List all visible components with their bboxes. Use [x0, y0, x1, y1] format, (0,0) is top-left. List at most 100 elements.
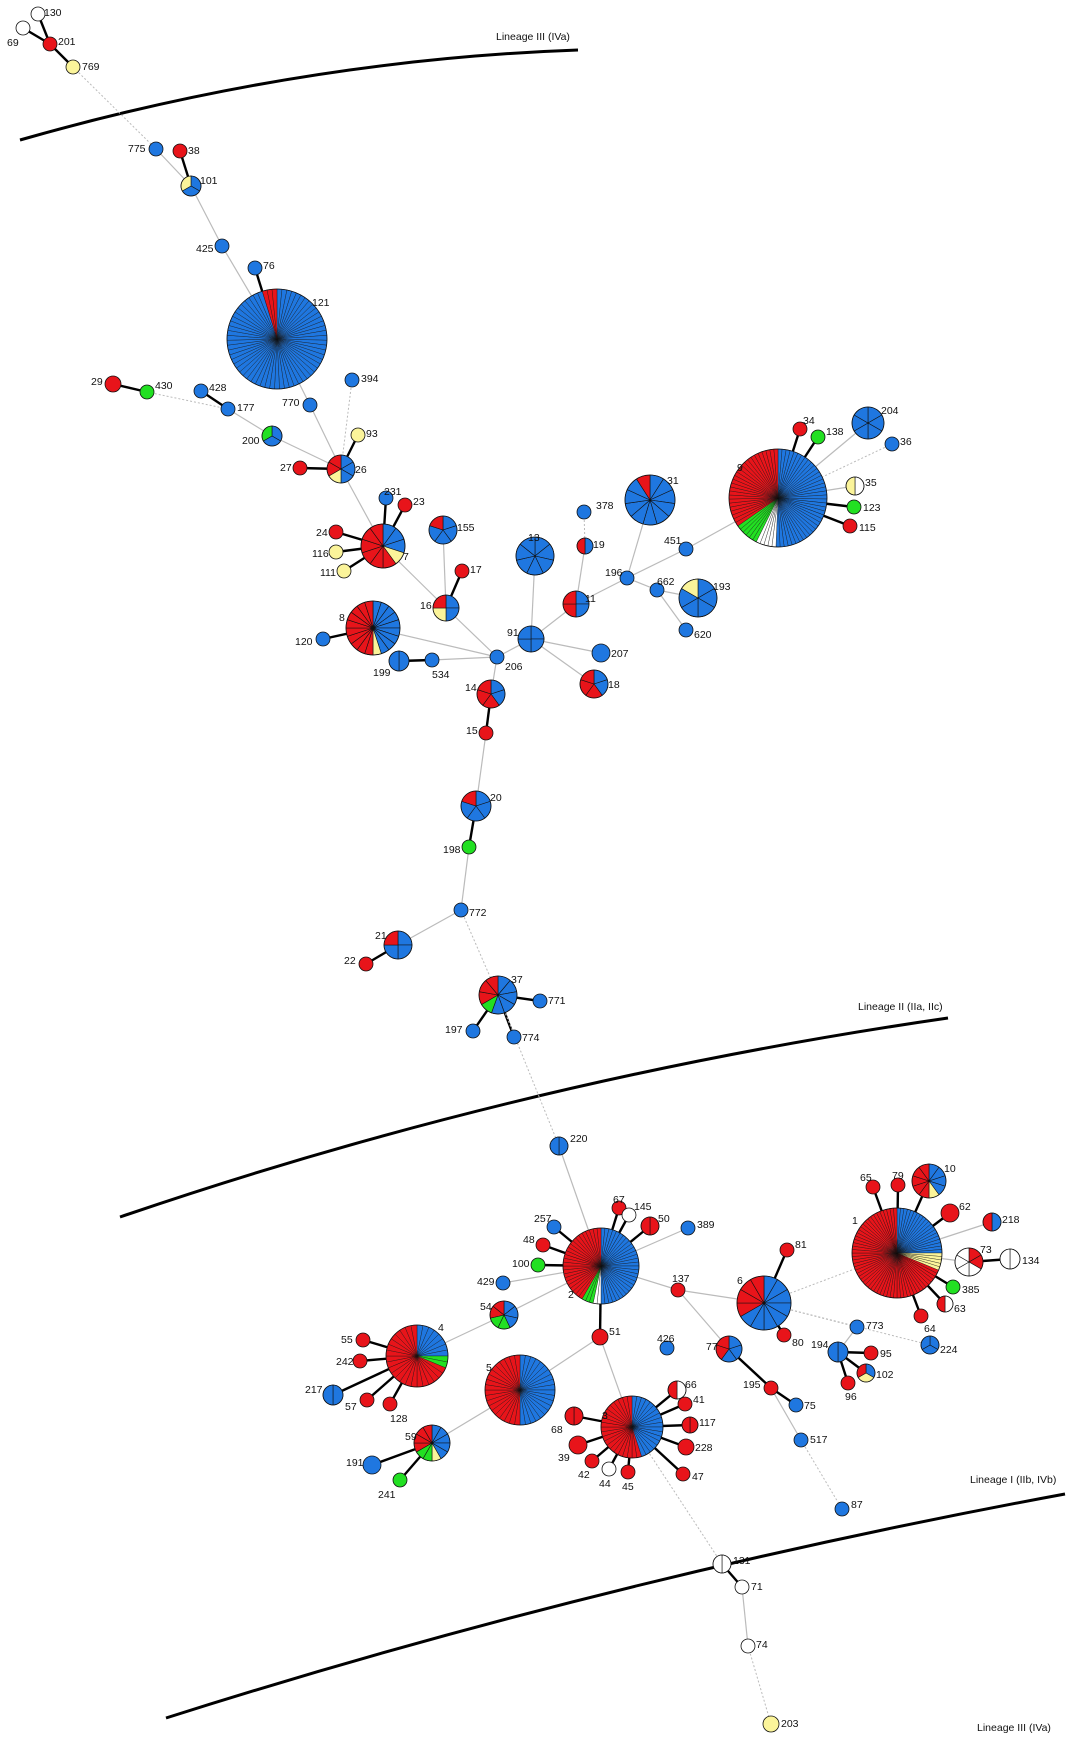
node-label-9: 9 [737, 462, 743, 474]
node-773: 773 [849, 1319, 884, 1335]
node-93: 93 [350, 427, 378, 443]
node-13: 13 [515, 532, 555, 576]
node-19: 19 [576, 537, 605, 555]
node-772-disc [453, 902, 469, 918]
node-74-disc [740, 1638, 756, 1654]
node-label-662: 662 [657, 576, 675, 588]
node-662-disc [649, 582, 665, 598]
node-label-191: 191 [346, 1457, 364, 1469]
node-39: 39 [558, 1435, 588, 1464]
node-394-disc [344, 372, 360, 388]
node-8-outline [345, 600, 401, 656]
node-620-disc [678, 622, 694, 638]
node-204: 204 [851, 405, 899, 440]
node-24: 24 [316, 524, 344, 540]
lineage-label-3-top: Lineage III (IVa) [496, 31, 570, 43]
node-47: 47 [675, 1466, 704, 1483]
node-137: 137 [670, 1273, 690, 1298]
node-394: 394 [344, 372, 379, 388]
node-label-120: 120 [295, 636, 313, 648]
link-394-26 [340, 379, 353, 470]
node-label-194: 194 [811, 1339, 829, 1351]
node-label-91: 91 [507, 627, 519, 639]
node-15: 15 [466, 725, 494, 741]
node-label-51: 51 [609, 1326, 621, 1338]
node-87-disc [834, 1501, 850, 1517]
node-194-slice-blue [827, 1341, 839, 1363]
node-label-64: 64 [924, 1323, 936, 1335]
node-label-36: 36 [900, 436, 912, 448]
node-label-27: 27 [280, 462, 292, 474]
node-label-385: 385 [962, 1284, 980, 1296]
node-label-196: 196 [605, 567, 623, 579]
lineage-labels: Lineage III (IVa) Lineage II (IIa, IIc) … [496, 31, 1056, 1734]
node-451-disc [678, 541, 694, 557]
node-66: 66 [667, 1379, 697, 1400]
node-241-disc [392, 1472, 408, 1488]
node-68-slice-red [573, 1406, 584, 1426]
lineage-label-3-bottom: Lineage III (IVa) [977, 1722, 1051, 1734]
node-48-disc [535, 1237, 551, 1253]
node-label-19: 19 [593, 539, 605, 551]
node-label-193: 193 [713, 581, 731, 593]
node-label-137: 137 [672, 1273, 690, 1285]
node-label-96: 96 [845, 1391, 857, 1403]
node-62-disc [940, 1203, 960, 1223]
node-13-outline [515, 536, 555, 576]
node-155-outline [428, 515, 458, 545]
node-231-disc [378, 490, 394, 506]
link-101-425 [190, 185, 223, 247]
node-label-224: 224 [940, 1344, 958, 1356]
node-102-outline [856, 1363, 876, 1383]
node-11-outline [562, 590, 590, 618]
node-451: 451 [664, 535, 694, 557]
node-66-outline [667, 1380, 687, 1400]
node-1: 1 [851, 1207, 943, 1299]
lineage-label-2: Lineage II (IIa, IIc) [858, 1001, 943, 1013]
node-64: 64 [913, 1308, 936, 1335]
node-label-42: 42 [578, 1469, 590, 1481]
node-534: 534 [424, 652, 450, 681]
node-63-slice-white [944, 1295, 954, 1313]
node-100: 100 [512, 1257, 546, 1273]
node-35-slice-white [854, 476, 865, 496]
node-54-outline [489, 1300, 519, 1330]
node-378: 378 [576, 500, 614, 520]
node-label-29: 29 [91, 376, 103, 388]
node-6: 6 [736, 1275, 792, 1331]
node-120: 120 [295, 631, 331, 648]
node-73-outline [954, 1247, 984, 1277]
node-label-198: 198 [443, 844, 461, 856]
node-81: 81 [779, 1239, 807, 1258]
node-134: 134 [999, 1248, 1040, 1270]
link-195-517 [770, 1387, 802, 1441]
node-115-disc [842, 518, 858, 534]
node-31-outline [624, 474, 676, 526]
node-191: 191 [346, 1455, 382, 1475]
node-label-774: 774 [522, 1032, 540, 1044]
node-label-131: 131 [733, 1555, 751, 1567]
node-96: 96 [840, 1375, 857, 1403]
node-15-disc [478, 725, 494, 741]
node-76: 76 [247, 260, 275, 276]
node-63: 63 [936, 1295, 966, 1315]
node-label-69: 69 [7, 37, 19, 49]
node-47-disc [675, 1466, 691, 1482]
node-label-37: 37 [511, 974, 523, 986]
lineage-boundary-1 [165, 1492, 1066, 1720]
node-93-disc [350, 427, 366, 443]
node-80-disc [776, 1327, 792, 1343]
node-207-disc [591, 643, 611, 663]
node-203: 203 [762, 1715, 799, 1733]
node-2-outline [562, 1227, 640, 1305]
node-220-outline [549, 1136, 569, 1156]
node-775: 775 [128, 141, 164, 157]
node-217-slice-blue [322, 1384, 334, 1406]
node-137-disc [670, 1282, 686, 1298]
node-label-41: 41 [693, 1394, 705, 1406]
node-5: 5 [484, 1354, 556, 1426]
node-39-disc [568, 1435, 588, 1455]
node-label-2: 2 [568, 1289, 574, 1301]
